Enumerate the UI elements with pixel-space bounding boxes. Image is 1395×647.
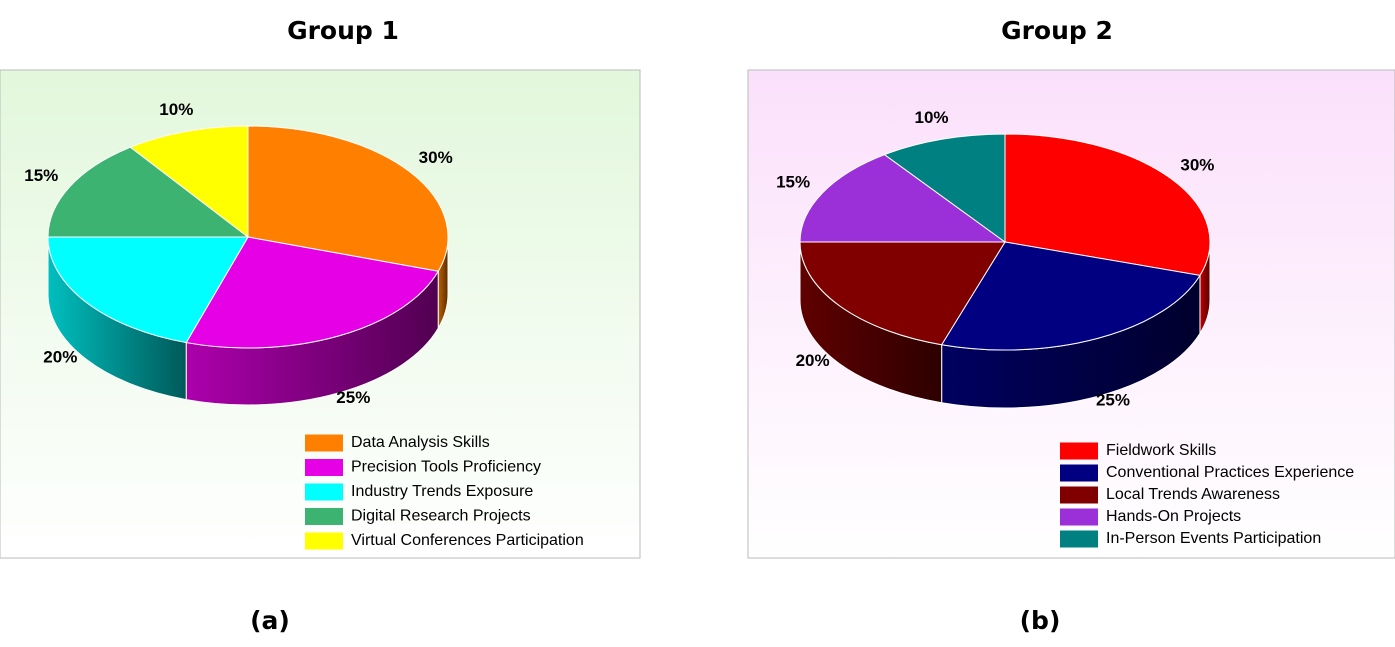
value-label: 25% [1096, 390, 1130, 409]
legend-label: Hands-On Projects [1106, 508, 1241, 525]
pie-slice [799, 154, 1007, 243]
pie-slice [940, 241, 1201, 351]
legend-swatch [305, 483, 343, 501]
pie-slice [247, 125, 449, 272]
pie-slice [799, 241, 1006, 346]
value-label: 15% [776, 173, 810, 192]
legend-label: Fieldwork Skills [1106, 442, 1216, 459]
caption: (a) [250, 606, 290, 635]
pie-slice [1004, 133, 1211, 276]
legend-swatch [1060, 508, 1098, 526]
value-label: 30% [419, 148, 453, 167]
legend-swatch [305, 434, 343, 452]
legend-swatch [305, 459, 343, 476]
value-label: 20% [796, 351, 830, 370]
legend-swatch [305, 508, 343, 525]
legend-swatch [1060, 442, 1098, 460]
legend-swatch [305, 532, 343, 550]
value-label: 20% [43, 348, 77, 367]
legend-swatch [1060, 464, 1098, 482]
value-label: 25% [336, 388, 370, 407]
legend-swatch [1060, 486, 1098, 504]
value-label: 30% [1180, 155, 1214, 174]
legend-label: In-Person Events Participation [1106, 530, 1321, 547]
pie-slice [47, 236, 249, 344]
legend-swatch [1060, 530, 1098, 548]
legend-label: Virtual Conferences Participation [351, 532, 584, 549]
pie-slice [883, 133, 1006, 243]
legend-label: Conventional Practices Experience [1106, 464, 1354, 481]
pie-slice [47, 146, 250, 238]
legend-label: Data Analysis Skills [351, 434, 490, 451]
chart-title: Group 1 [287, 16, 399, 45]
pie-slice [129, 125, 249, 239]
pie-slice [185, 236, 440, 349]
value-label: 10% [159, 100, 193, 119]
value-label: 10% [915, 108, 949, 127]
legend-label: Industry Trends Exposure [351, 483, 533, 500]
legend-label: Precision Tools Proficiency [351, 459, 541, 476]
caption: (b) [1020, 606, 1061, 635]
legend-label: Digital Research Projects [351, 508, 531, 525]
legend-label: Local Trends Awareness [1106, 486, 1280, 503]
value-label: 15% [24, 166, 58, 185]
chart-title: Group 2 [1001, 16, 1113, 45]
